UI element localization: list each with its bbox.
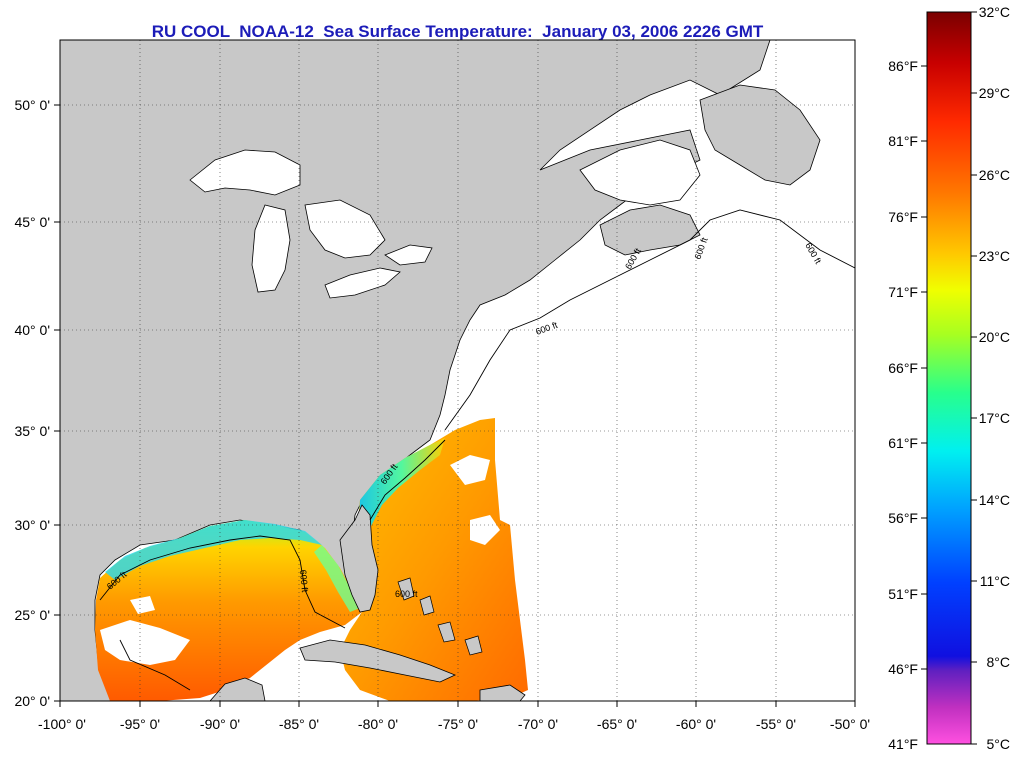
isobath-label-florida: 600 ft [298,569,310,593]
latitude-labels: 50° 0' 45° 0' 40° 0' 35° 0' 30° 0' 25° 0… [14,97,50,709]
lon-label: -95° 0' [120,716,160,732]
colorbar-fahrenheit-label: 51°F [888,586,918,602]
land-cuba [299,639,457,683]
land-north-america [60,40,771,701]
longitude-labels: -100° 0' -95° 0' -90° 0' -85° 0' -80° 0'… [38,716,870,732]
colorbar-fahrenheit-label: 56°F [888,510,918,526]
colorbar-fahrenheit-label: 76°F [888,209,918,225]
colorbar-celsius-label: 11°C [980,573,1010,589]
florida-shelf-cool [314,545,360,612]
lon-label: -55° 0' [756,716,796,732]
bahamas-islands [397,577,483,656]
colorbar-celsius-label: 29°C [979,85,1010,101]
lat-label: 45° 0' [14,214,50,230]
lake-ontario [384,244,433,266]
isobath-label-bahamas: 600 ft [395,589,418,599]
lake-huron [304,199,386,259]
land-newfoundland [699,84,821,186]
temperature-colorbar: 32°C 29°C 26°C 23°C 20°C 17°C 14°C 11°C … [888,4,1010,752]
lon-label: -85° 0' [279,716,319,732]
colorbar-fahrenheit-label: 41°F [888,736,918,752]
lon-label: -90° 0' [200,716,240,732]
colorbar-fahrenheit-label: 46°F [888,661,918,677]
colorbar-celsius-label: 23°C [979,248,1010,264]
land-florida [339,504,379,613]
lat-label: 40° 0' [14,322,50,338]
gulf-of-st-lawrence [579,139,701,206]
land-yucatan [209,677,266,701]
lon-label: -70° 0' [518,716,558,732]
lat-label: 25° 0' [14,607,50,623]
lat-label: 30° 0' [14,517,50,533]
map-title: RU COOL NOAA-12 Sea Surface Temperature:… [151,22,764,41]
atlantic-coastal-cool [358,438,445,550]
colorbar-celsius-label: 32°C [979,4,1010,20]
land-hispaniola [479,684,526,701]
colorbar-fahrenheit-label: 81°F [888,133,918,149]
lon-label: -65° 0' [597,716,637,732]
gulf-shelf-cool [105,520,322,580]
lake-superior [189,149,301,196]
graticule [60,40,855,701]
axis-ticks [54,104,856,707]
colorbar-fahrenheit-label: 61°F [888,435,918,451]
colorbar-fahrenheit-label: 66°F [888,360,918,376]
lon-label: -60° 0' [676,716,716,732]
colorbar-celsius-label: 5°C [987,736,1011,752]
colorbar-fahrenheit-label: 86°F [888,58,918,74]
colorbar-fahrenheit-label: 71°F [888,284,918,300]
lat-label: 20° 0' [14,693,50,709]
lon-label: -80° 0' [358,716,398,732]
lat-label: 35° 0' [14,423,50,439]
lake-erie [324,267,401,299]
colorbar-celsius-label: 14°C [979,492,1010,508]
colorbar-gradient [926,11,972,745]
lon-label: -50° 0' [830,716,870,732]
lake-michigan [251,204,291,293]
colorbar-celsius-label: 26°C [979,167,1010,183]
lon-label: -75° 0' [438,716,478,732]
isobath-600ft [99,209,855,691]
lat-label: 50° 0' [14,97,50,113]
lon-label: -100° 0' [38,716,86,732]
colorbar-celsius-label: 20°C [979,329,1010,345]
colorbar-celsius-label: 8°C [987,654,1011,670]
colorbar-celsius-label: 17°C [979,410,1010,426]
cloud-patches [100,455,500,665]
